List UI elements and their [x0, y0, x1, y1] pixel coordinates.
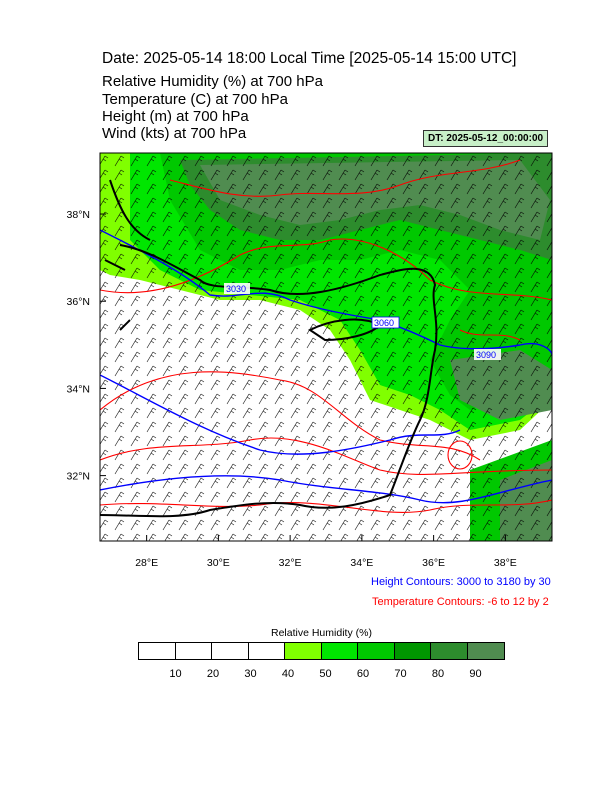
lon-tick-label: 34°E	[350, 557, 373, 569]
chart-title: Date: 2025-05-14 18:00 Local Time [2025-…	[102, 50, 517, 67]
lon-tick-label: 28°E	[135, 557, 158, 569]
colorbar-label: 20	[206, 668, 220, 680]
lon-tick-label: 30°E	[207, 557, 230, 569]
lat-tick-label: 36°N	[67, 296, 90, 308]
colorbar-label: 30	[244, 668, 257, 680]
colorbar-segment	[358, 643, 395, 659]
colorbar-label: 50	[319, 668, 332, 680]
lon-tick-label: 36°E	[422, 557, 445, 569]
colorbar-label: 10	[169, 668, 182, 680]
variable-line-height: Height (m) at 700 hPa	[102, 108, 249, 125]
colorbar-segment	[248, 643, 285, 659]
colorbar-title: Relative Humidity (%)	[271, 627, 372, 639]
colorbar-label: 80	[431, 668, 445, 680]
lon-tick-label: 32°E	[279, 557, 302, 569]
colorbar-label: 90	[469, 668, 482, 680]
colorbar-segment	[467, 643, 504, 659]
map-frame	[99, 152, 553, 542]
colorbar-segment	[175, 643, 212, 659]
height-label-boxes: 3030 3060 3090	[224, 283, 501, 360]
variable-line-wind: Wind (kts) at 700 hPa	[102, 125, 247, 142]
height-contours	[100, 229, 552, 504]
lat-tick-label: 38°N	[67, 209, 90, 221]
colorbar-label: 70	[394, 668, 407, 680]
humidity-colorbar	[138, 642, 505, 660]
variable-line-humidity: Relative Humidity (%) at 700 hPa	[102, 73, 323, 90]
latitude-axis: 38°N 36°N 34°N 32°N	[67, 209, 106, 483]
colorbar-segment	[212, 643, 249, 659]
temperature-contours-note: Temperature Contours: -6 to 12 by 2	[372, 596, 549, 608]
colorbar-segment	[285, 643, 322, 659]
height-label-3090: 3090	[476, 350, 496, 360]
lon-tick-label: 38°E	[494, 557, 517, 569]
colorbar-segment	[394, 643, 431, 659]
map-field: 3030 3060 3090	[100, 153, 552, 541]
lat-tick-label: 32°N	[67, 471, 90, 483]
lat-tick-label: 34°N	[67, 383, 90, 395]
colorbar-segment	[139, 643, 176, 659]
longitude-axis: 28°E 30°E 32°E 34°E 36°E 38°E	[135, 535, 517, 569]
dt-badge: DT: 2025-05-12_00:00:00	[423, 130, 549, 147]
colorbar-label: 60	[356, 668, 370, 680]
height-contours-note: Height Contours: 3000 to 3180 by 30	[371, 576, 551, 588]
colorbar-segment	[321, 643, 358, 659]
colorbar-label: 40	[281, 668, 295, 680]
variable-line-temperature: Temperature (C) at 700 hPa	[102, 91, 288, 108]
height-label-3030: 3030	[226, 284, 246, 294]
colorbar-segment	[431, 643, 468, 659]
height-label-3060: 3060	[374, 318, 394, 328]
